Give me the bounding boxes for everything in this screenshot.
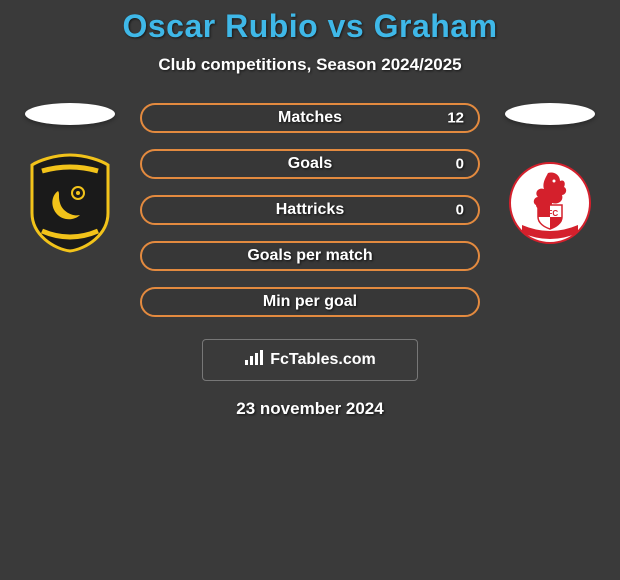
chart-icon <box>244 350 264 371</box>
stat-value: 0 <box>456 202 464 219</box>
subtitle: Club competitions, Season 2024/2025 <box>0 55 620 75</box>
stat-label: Min per goal <box>263 293 357 311</box>
player-slot-right <box>505 103 595 125</box>
stat-value: 0 <box>456 156 464 173</box>
stat-label: Goals per match <box>247 247 372 265</box>
brand-text: FcTables.com <box>270 351 376 369</box>
stat-row-min-per-goal: Min per goal <box>140 287 480 317</box>
page-title: Oscar Rubio vs Graham <box>0 8 620 45</box>
stat-row-goals-per-match: Goals per match <box>140 241 480 271</box>
stat-row-hattricks: Hattricks 0 <box>140 195 480 225</box>
comparison-card: Oscar Rubio vs Graham Club competitions,… <box>0 0 620 419</box>
svg-text:AFC: AFC <box>542 209 559 218</box>
stat-label: Goals <box>288 155 332 173</box>
brand-badge[interactable]: FcTables.com <box>202 339 418 381</box>
date-text: 23 november 2024 <box>0 399 620 419</box>
stat-label: Matches <box>278 109 342 127</box>
stat-value: 12 <box>447 110 464 127</box>
stat-label: Hattricks <box>276 201 344 219</box>
stat-row-matches: Matches 12 <box>140 103 480 133</box>
airdrieonians-badge-icon: AFC <box>505 153 595 253</box>
stats-list: Matches 12 Goals 0 Hattricks 0 Goals per… <box>140 103 480 317</box>
right-column: AFC <box>500 103 600 253</box>
left-column <box>20 103 120 253</box>
player-slot-left <box>25 103 115 125</box>
main-row: Matches 12 Goals 0 Hattricks 0 Goals per… <box>0 103 620 317</box>
stat-row-goals: Goals 0 <box>140 149 480 179</box>
livingston-badge-icon <box>25 153 115 253</box>
